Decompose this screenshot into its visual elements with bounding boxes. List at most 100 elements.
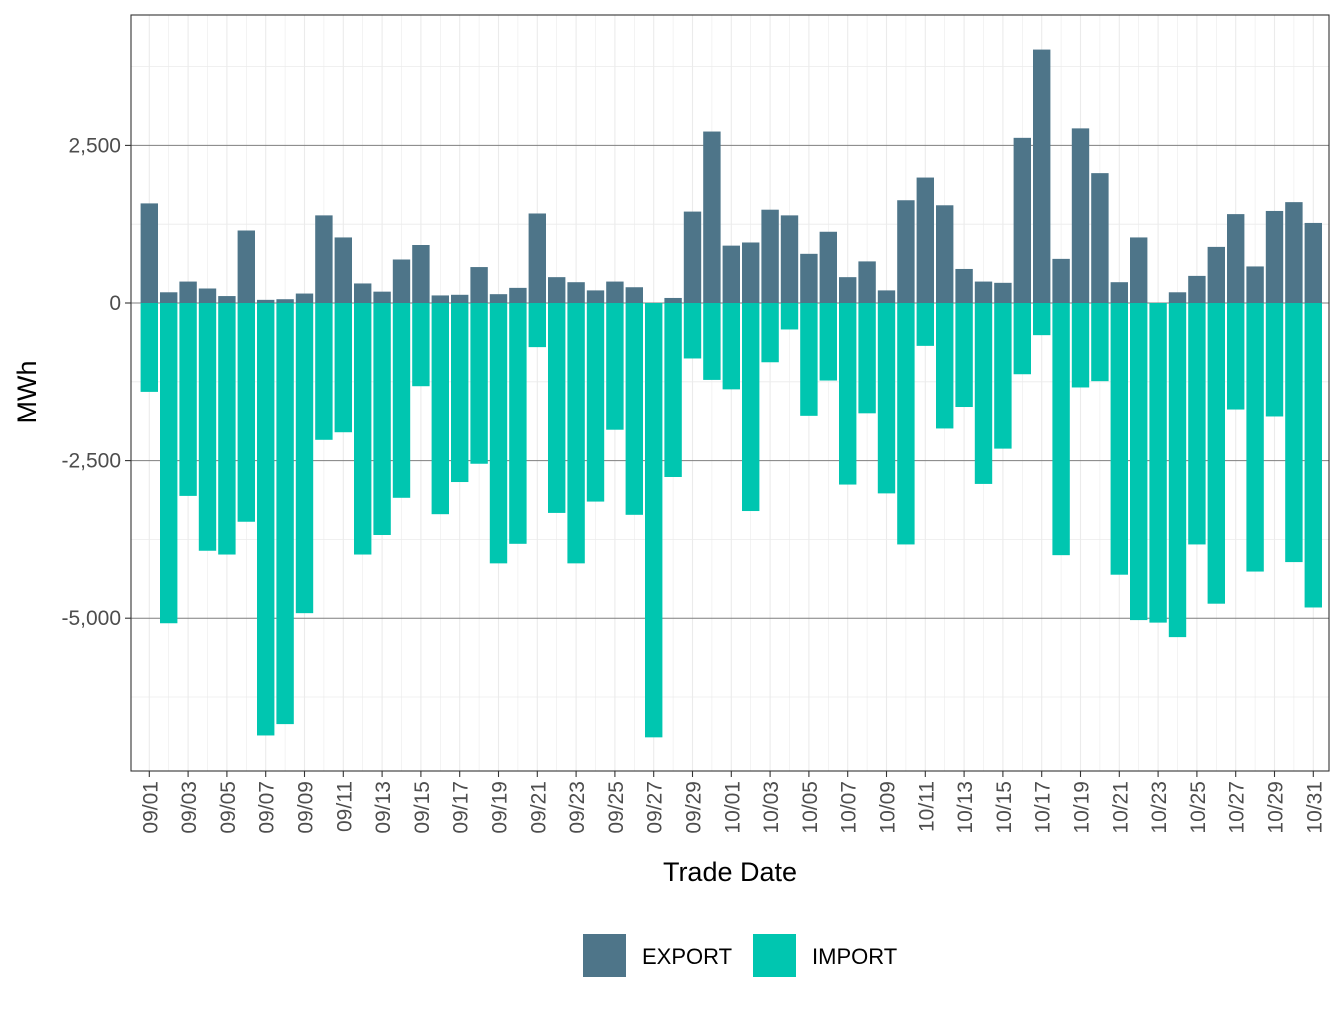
bar-import-09-30: [703, 303, 721, 380]
bar-import-10-03: [761, 303, 779, 363]
x-tick-label: 10/21: [1109, 781, 1132, 834]
bar-export-10-07: [839, 277, 857, 303]
bar-export-09-17: [451, 294, 469, 303]
bar-export-09-19: [489, 294, 508, 303]
bar-export-09-21: [528, 213, 546, 303]
bar-export-10-09: [877, 290, 896, 303]
bar-export-09-23: [567, 282, 585, 303]
bar-import-10-06: [819, 303, 837, 381]
bar-export-10-08: [858, 261, 876, 303]
x-tick-label: 10/17: [1032, 781, 1055, 834]
y-tick-label: 0: [109, 292, 121, 315]
bar-export-10-30: [1285, 202, 1303, 303]
bar-import-10-13: [955, 303, 973, 408]
x-tick-label: 10/03: [760, 781, 783, 834]
x-tick-label: 10/29: [1265, 781, 1288, 834]
x-tick-label: 10/27: [1226, 781, 1249, 834]
x-tick-label: 09/07: [256, 781, 279, 834]
bar-export-10-18: [1052, 258, 1070, 303]
bar-import-09-06: [237, 303, 255, 522]
legend-key-import: [753, 934, 796, 977]
x-tick-label: 09/05: [217, 781, 240, 834]
bar-import-10-21: [1110, 303, 1128, 575]
bar-import-10-23: [1149, 303, 1167, 623]
bar-import-09-05: [218, 303, 236, 555]
bar-import-10-26: [1207, 303, 1225, 604]
bar-import-09-29: [683, 303, 702, 359]
bar-export-10-31: [1304, 222, 1322, 303]
bar-import-10-09: [877, 303, 896, 494]
bar-export-10-22: [1130, 237, 1148, 303]
bar-import-09-12: [354, 303, 372, 555]
bar-export-09-13: [373, 291, 391, 303]
bar-export-10-28: [1246, 266, 1264, 303]
bar-export-09-18: [470, 267, 488, 303]
bar-import-10-11: [916, 303, 934, 346]
bar-export-09-06: [237, 230, 255, 303]
bar-export-10-15: [994, 282, 1012, 303]
x-tick-label: 09/17: [450, 781, 473, 834]
bar-import-10-24: [1168, 303, 1187, 638]
bar-import-10-02: [742, 303, 760, 512]
bar-import-09-08: [276, 303, 294, 725]
x-tick-label: 10/25: [1187, 781, 1210, 834]
bar-import-10-19: [1071, 303, 1090, 388]
x-tick-label: 10/15: [993, 781, 1016, 834]
bar-import-10-17: [1033, 303, 1051, 336]
bar-import-09-14: [392, 303, 411, 498]
x-tick-label: 09/29: [683, 781, 706, 834]
bar-import-10-16: [1013, 303, 1031, 375]
bar-import-09-28: [664, 303, 682, 477]
bar-import-10-18: [1052, 303, 1070, 556]
bar-export-09-08: [276, 299, 294, 303]
bars: [140, 49, 1322, 738]
x-tick-label: 10/13: [954, 781, 977, 834]
bar-import-09-07: [257, 303, 275, 736]
bar-import-09-03: [179, 303, 197, 496]
bar-export-09-20: [509, 287, 527, 303]
bar-export-09-25: [606, 281, 624, 303]
bar-import-10-31: [1304, 303, 1322, 608]
bar-export-10-24: [1168, 292, 1187, 303]
bar-import-09-26: [625, 303, 643, 515]
bar-export-10-20: [1091, 173, 1109, 303]
x-tick-label: 10/07: [838, 781, 861, 834]
bar-export-09-26: [625, 287, 643, 303]
bar-import-09-27: [645, 303, 663, 738]
bar-export-09-22: [548, 277, 566, 303]
bar-export-09-29: [683, 211, 702, 303]
bar-export-10-13: [955, 268, 973, 303]
bar-import-09-22: [548, 303, 566, 513]
y-tick-label: 2,500: [68, 134, 121, 157]
panel-border: [130, 14, 1330, 772]
bar-import-09-25: [606, 303, 624, 430]
legend-label-export: EXPORT: [642, 944, 732, 969]
bar-export-10-03: [761, 209, 779, 303]
x-tick-label: 09/25: [605, 781, 628, 834]
y-tick-label: -5,000: [61, 607, 121, 630]
bar-import-09-16: [431, 303, 449, 515]
bar-import-10-14: [974, 303, 993, 484]
bar-import-10-10: [897, 303, 915, 545]
bar-export-10-10: [897, 200, 915, 303]
legend: EXPORT IMPORT: [583, 934, 897, 977]
bar-import-10-28: [1246, 303, 1264, 572]
x-tick-label: 10/19: [1071, 781, 1094, 834]
bar-export-10-27: [1227, 214, 1245, 303]
x-tick-label: 10/11: [915, 781, 938, 832]
bar-import-10-04: [780, 303, 799, 330]
x-tick-label: 10/09: [877, 781, 900, 834]
bar-import-09-15: [412, 303, 430, 387]
x-tick-label: 09/03: [178, 781, 201, 834]
bar-import-10-15: [994, 303, 1012, 449]
bar-export-09-02: [160, 292, 178, 303]
bar-export-10-01: [722, 245, 740, 303]
bar-import-10-12: [936, 303, 954, 429]
bar-export-09-24: [586, 290, 605, 303]
y-axis-label: MWh: [12, 361, 42, 424]
bar-import-10-07: [839, 303, 857, 485]
bar-import-09-21: [528, 303, 546, 348]
bar-export-09-07: [257, 299, 275, 303]
